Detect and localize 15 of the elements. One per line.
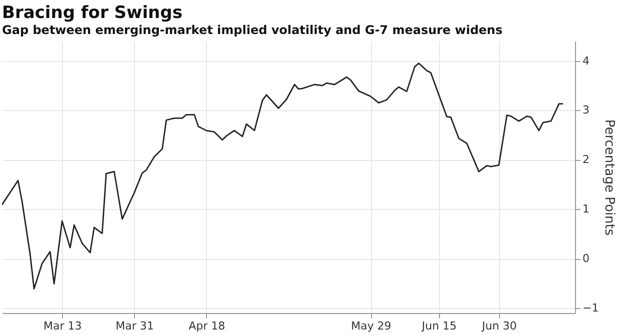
chart-title: Bracing for Swings	[2, 3, 182, 23]
x-tick-label: Mar 31	[116, 320, 154, 332]
x-tick-label: May 29	[351, 320, 392, 332]
y-tick-label: 0	[582, 252, 590, 266]
y-tick-label: −1	[582, 302, 599, 315]
x-tick-label: Apr 18	[188, 320, 226, 332]
x-tick-label: Jun 15	[420, 320, 457, 332]
y-tick-label: 3	[582, 104, 590, 117]
x-tick-label: Jun 30	[481, 320, 517, 332]
y-tick-label: 2	[582, 153, 590, 166]
chart-subtitle: Gap between emerging-market implied volatility and G-7 measure widens	[2, 23, 502, 37]
y-tick-label: 4	[582, 54, 590, 68]
y-axis-title: Percentage Points	[602, 119, 617, 236]
y-tick-label: 1	[582, 202, 590, 216]
x-tick-label: Mar 13	[43, 320, 82, 332]
